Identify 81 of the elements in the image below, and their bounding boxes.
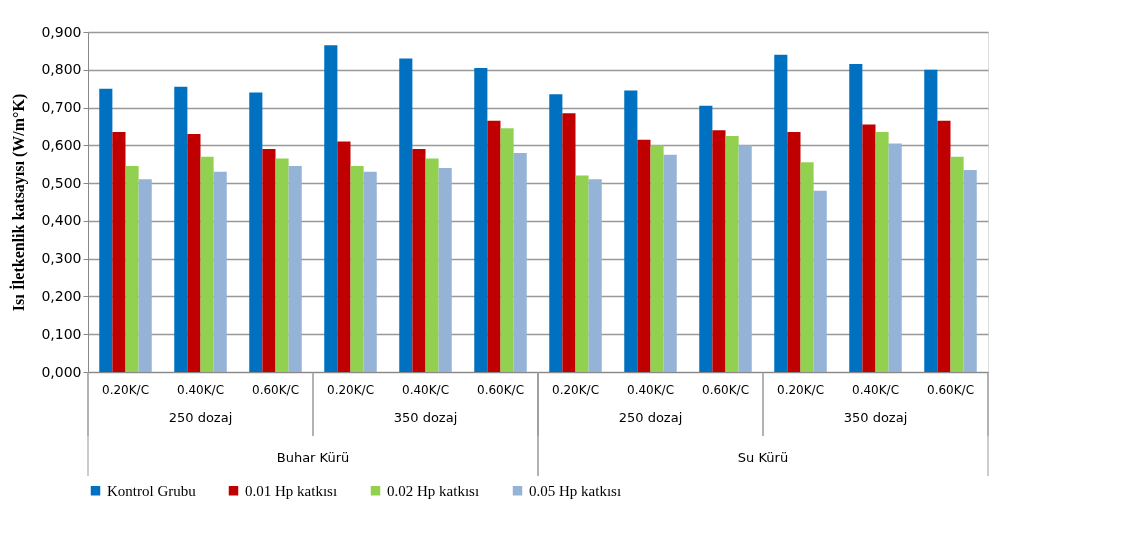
bar [937, 120, 951, 372]
bar [350, 166, 364, 372]
y-tick-label: 0,400 [41, 212, 82, 229]
legend-label: 0.01 Hp katkısı [245, 482, 338, 499]
bar [637, 139, 651, 372]
bar [412, 149, 426, 372]
x-tick-label: 0.40K/C [851, 382, 900, 397]
bar [187, 134, 201, 372]
bar [438, 168, 452, 372]
y-tick-label: 0,900 [41, 23, 82, 40]
y-tick-label: 0,700 [41, 99, 82, 116]
bar [200, 156, 214, 372]
bar [738, 145, 752, 372]
y-tick-label: 0,300 [41, 250, 82, 267]
bar [800, 162, 814, 372]
legend-label: 0.02 Hp katkısı [387, 482, 480, 499]
bar [699, 105, 713, 372]
text: 350 dozaj [393, 410, 458, 425]
text: 250 dozaj [618, 410, 683, 425]
bar [474, 67, 488, 372]
bar [288, 166, 302, 372]
bar [138, 179, 152, 372]
x-tick-label: 0.60K/C [476, 382, 525, 397]
bar [174, 86, 188, 372]
bar [950, 156, 964, 372]
bar [862, 124, 876, 372]
bar [774, 54, 788, 372]
text: 250 dozaj [168, 410, 233, 425]
bar [125, 166, 139, 372]
bar [888, 143, 902, 372]
x-tick-label: 0.40K/C [176, 382, 225, 397]
x-tick-label: 0.20K/C [551, 382, 600, 397]
y-tick-label: 0,200 [41, 287, 82, 304]
bar [99, 88, 113, 372]
bar [513, 152, 527, 372]
bar [813, 190, 827, 372]
bar [213, 171, 227, 372]
text: Su Kürü [737, 450, 789, 465]
bar [849, 64, 863, 372]
bar [262, 149, 276, 372]
text: 350 dozaj [843, 410, 908, 425]
bar [324, 45, 338, 372]
bar [500, 128, 514, 372]
y-tick-label: 0,500 [41, 174, 82, 191]
x-tick-label: 0.20K/C [776, 382, 825, 397]
x-tick-label: 0.40K/C [626, 382, 675, 397]
y-tick-label: 0,100 [41, 325, 82, 342]
bar [663, 154, 677, 372]
bar [562, 113, 576, 372]
bar [725, 135, 739, 372]
legend-label: Kontrol Grubu [107, 482, 197, 499]
bar [549, 94, 563, 372]
bar [875, 132, 889, 372]
bar [650, 145, 664, 372]
text: Buhar Kürü [276, 450, 350, 465]
x-tick-label: 0.60K/C [251, 382, 300, 397]
bar [275, 158, 289, 372]
bar [924, 69, 938, 372]
y-axis-title: Isı İletkenlik katsayısı (W/m°K) [9, 93, 29, 312]
x-tick-label: 0.60K/C [926, 382, 975, 397]
x-tick-label: 0.40K/C [401, 382, 450, 397]
bar [363, 171, 377, 372]
x-tick-label: 0.60K/C [701, 382, 750, 397]
y-tick-label: 0,600 [41, 136, 82, 153]
bar [425, 158, 439, 372]
bar [112, 132, 126, 372]
bar [399, 58, 413, 372]
bar [249, 92, 263, 372]
y-tick-label: 0,800 [41, 61, 82, 78]
x-tick-label: 0.20K/C [101, 382, 150, 397]
bar [337, 141, 351, 372]
y-tick-label: 0,000 [41, 363, 82, 380]
bar [963, 169, 977, 372]
bar [712, 130, 726, 372]
bar [575, 175, 589, 372]
bar [787, 132, 801, 372]
x-tick-label: 0.20K/C [326, 382, 375, 397]
bar [487, 120, 501, 372]
bar [624, 90, 638, 372]
bar [588, 179, 602, 372]
legend-label: 0.05 Hp katkısı [529, 482, 622, 499]
